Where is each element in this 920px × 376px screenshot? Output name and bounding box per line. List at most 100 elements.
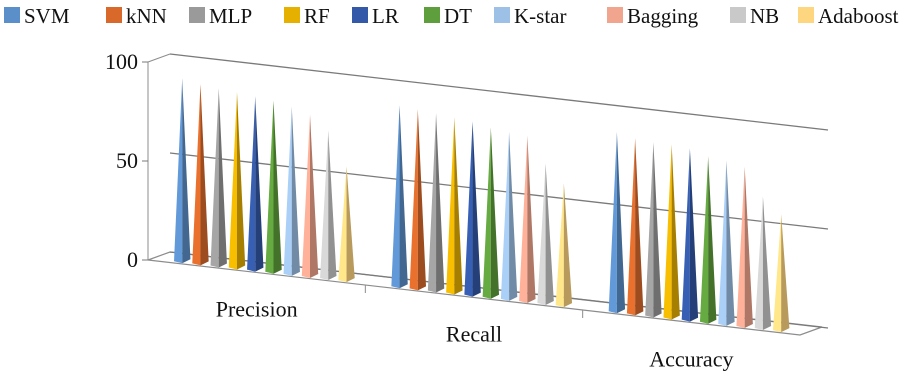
x-category-label-recall: Recall xyxy=(446,322,502,347)
cone-recall-nb xyxy=(537,163,554,306)
legend-item-nb: NB xyxy=(730,4,779,28)
cone-face-right xyxy=(744,166,753,328)
cone-face-left xyxy=(626,138,636,316)
cone-face-left xyxy=(192,84,201,266)
cone-face-left xyxy=(736,166,745,328)
cone-face-left xyxy=(338,166,347,283)
y-tick-label-50: 50 xyxy=(116,148,138,173)
cone-face-left xyxy=(663,144,672,320)
cone-face-right xyxy=(310,114,319,278)
legend-label-mlp: MLP xyxy=(209,4,252,28)
cone-face-right xyxy=(616,132,626,314)
cone-accuracy-bagging xyxy=(736,166,753,328)
cone-face-right xyxy=(671,144,680,320)
cone-recall-mlp xyxy=(427,113,445,293)
cone-precision-mlp xyxy=(210,88,227,268)
legend-item-knn: kNN xyxy=(106,4,167,28)
cone-face-left xyxy=(464,121,473,297)
legend-swatch-lr xyxy=(352,7,368,23)
legend-item-adaboost: Adaboost xyxy=(798,4,899,28)
cone-accuracy-k-star xyxy=(718,160,735,326)
cone-face-right xyxy=(689,148,699,322)
cone-precision-svm xyxy=(174,78,191,264)
cone-accuracy-svm xyxy=(608,132,626,314)
cone-face-left xyxy=(283,106,292,276)
legend-item-svm: SVM xyxy=(4,4,70,28)
cone-face-right xyxy=(762,196,772,331)
x-axis-categories: Precision Recall Accuracy xyxy=(216,297,734,372)
cone-face-left xyxy=(320,130,329,281)
cone-precision-nb xyxy=(320,130,337,281)
cone-accuracy-dt xyxy=(699,156,717,324)
cone-face-left xyxy=(427,113,437,293)
cone-face-right xyxy=(291,106,300,276)
cone-face-right xyxy=(417,109,427,291)
cone-recall-rf xyxy=(446,117,463,295)
legend-label-nb: NB xyxy=(750,4,779,28)
legend-item-mlp: MLP xyxy=(189,4,252,28)
x-category-label-precision: Precision xyxy=(216,297,298,322)
legend-item-rf: RF xyxy=(284,4,330,28)
left-wall-top-edge xyxy=(147,53,171,63)
cone-precision-rf xyxy=(228,92,246,270)
cone-face-left xyxy=(519,135,528,303)
cone-face-right xyxy=(200,84,209,266)
cone-recall-knn xyxy=(409,109,427,291)
cone-face-left xyxy=(210,88,219,268)
cone-precision-lr xyxy=(247,96,264,272)
legend-item-bagging: Bagging xyxy=(607,4,699,28)
cone-face-left xyxy=(718,160,727,326)
cone-face-left xyxy=(537,163,546,306)
cone-face-right xyxy=(545,163,554,306)
gridline-50 xyxy=(169,152,829,230)
cone-recall-k-star xyxy=(500,131,518,301)
cone-face-left xyxy=(772,214,782,333)
cone-face-left xyxy=(265,100,274,274)
cone-face-left xyxy=(174,78,183,264)
legend-swatch-mlp xyxy=(189,7,205,23)
legend-swatch-rf xyxy=(284,7,300,23)
x-category-label-accuracy: Accuracy xyxy=(649,347,733,372)
cone-precision-adaboost xyxy=(338,166,355,283)
cone-face-left xyxy=(699,156,709,324)
gridline-100 xyxy=(169,53,829,131)
cone-accuracy-adaboost xyxy=(772,214,790,333)
cone-face-right xyxy=(255,96,264,272)
cone-accuracy-nb xyxy=(754,196,772,331)
cone-face-right xyxy=(726,160,735,326)
cone-face-left xyxy=(645,142,654,318)
cone-recall-svm xyxy=(391,105,408,289)
cone-face-right xyxy=(490,127,500,299)
cone-face-right xyxy=(218,88,227,268)
cone-face-right xyxy=(708,156,717,324)
y-tick-label-0: 0 xyxy=(127,247,138,272)
cone-recall-lr xyxy=(464,121,481,297)
data-cones xyxy=(174,78,790,333)
cone-face-left xyxy=(247,96,256,272)
cone-face-right xyxy=(527,135,536,303)
cone-face-right xyxy=(563,183,573,308)
legend-swatch-bagging xyxy=(607,7,623,23)
cone-face-right xyxy=(454,117,463,295)
cone-face-right xyxy=(653,142,662,318)
cone-face-right xyxy=(328,130,337,281)
cone-face-left xyxy=(681,148,690,322)
legend-label-knn: kNN xyxy=(126,4,167,28)
cone-face-left xyxy=(482,127,491,299)
legend-label-dt: DT xyxy=(444,4,472,28)
cone-face-left xyxy=(555,183,564,308)
cone-precision-knn xyxy=(192,84,209,266)
legend-label-bagging: Bagging xyxy=(627,4,699,28)
legend-swatch-k-star xyxy=(494,7,510,23)
legend-swatch-knn xyxy=(106,7,122,23)
cone-face-right xyxy=(472,121,481,297)
cone-accuracy-mlp xyxy=(645,142,662,318)
legend-item-dt: DT xyxy=(424,4,472,28)
legend-label-k-star: K-star xyxy=(514,4,566,28)
legend-swatch-svm xyxy=(4,7,20,23)
cone-face-right xyxy=(436,113,445,293)
legend-swatch-adaboost xyxy=(798,7,814,23)
cone-face-right xyxy=(182,78,191,264)
